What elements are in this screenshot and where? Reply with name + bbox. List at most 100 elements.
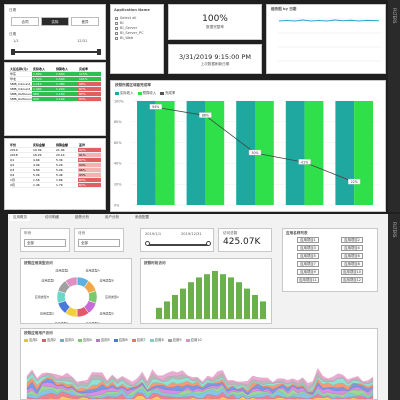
filter-item[interactable]: BI_Server [115, 26, 144, 31]
data-label-box [248, 149, 262, 156]
table-row[interactable]: SMB_Outbound_2018 930 1,120 83% [9, 97, 101, 102]
bar [260, 301, 266, 319]
td: 1,380 [55, 82, 78, 86]
year-table-panel: 年份 实际金额 预算金额 差异 2019 19.3K 21.0K 92% 2018 18… [4, 138, 106, 210]
td: Q1 [10, 158, 15, 162]
tab-overview[interactable]: 应用概览 [10, 214, 30, 221]
date-slider-handle-right[interactable] [97, 49, 101, 55]
data-label: 50% [251, 151, 258, 155]
bar [244, 288, 250, 319]
checkbox[interactable] [115, 37, 118, 40]
app-button-12[interactable]: 应用项目12 [341, 277, 363, 283]
bar [204, 274, 210, 319]
table-row[interactable]: Q3 4.8K 5.0K 96% [9, 168, 101, 173]
table-row[interactable]: Q4 5.0K 5.4K 93% [9, 173, 101, 178]
app-button-2[interactable]: 应用项目2 [341, 237, 363, 243]
tab-config[interactable]: 系统配置 [135, 215, 149, 219]
seg-button-contract[interactable]: 合同 [11, 17, 39, 26]
donut-title: 按照应用类型访问 [24, 261, 53, 265]
trend-line-svg [277, 18, 381, 62]
bar-budget [255, 101, 274, 205]
filter-item[interactable]: BI_Server_PC [115, 31, 144, 36]
seg-button-diff[interactable]: 差异 [71, 17, 99, 26]
checkbox[interactable] [115, 32, 118, 35]
bar-actual [137, 101, 156, 205]
filter-item[interactable]: Select all [115, 16, 144, 21]
area-chart-panel: 按照应用用户访问 应用1 应用2 应用3 应用4 应用5 应用6 应用7 应用8 应用9 应用10 [20, 328, 378, 400]
month-dropdown[interactable]: 全部 [78, 239, 120, 247]
td: 华北 [10, 77, 17, 81]
app-button-3[interactable]: 应用项目3 [297, 245, 319, 251]
legend-item: 应用9 [167, 337, 182, 342]
table-row[interactable]: 1月 1.5K 1.8K 83% [9, 178, 101, 183]
slider-track[interactable] [147, 244, 209, 246]
td: 1,220 [55, 87, 78, 91]
checkbox[interactable] [115, 27, 118, 30]
table-row[interactable]: SMB_Inbound_2018 1,060 1,220 87% [9, 87, 101, 92]
data-label: 94% [152, 105, 159, 109]
td: 18.2K [33, 153, 42, 157]
filter-item[interactable]: BI [115, 21, 144, 26]
td: 2018 [10, 153, 18, 157]
td: 91% [78, 153, 101, 157]
table-row[interactable]: Q2 4.9K 5.2K 94% [9, 163, 101, 168]
app-button-11[interactable]: 应用项目11 [297, 277, 319, 283]
app-button-1[interactable]: 应用项目1 [297, 237, 319, 243]
tab-trend[interactable]: 趋势分析 [75, 215, 89, 219]
app-button-4[interactable]: 应用项目4 [341, 245, 363, 251]
seg-button-actual[interactable]: 实际 [41, 17, 69, 26]
td: 1,210 [32, 82, 55, 86]
tab-users[interactable]: 用户分析 [105, 215, 119, 219]
app-button-6[interactable]: 应用项目6 [341, 253, 363, 259]
year-dropdown[interactable]: 全部 [24, 239, 66, 247]
table-row[interactable]: 华北 1,520 1,500 101% [9, 77, 101, 82]
app-button-9[interactable]: 应用项目9 [297, 269, 319, 275]
bar-actual [186, 101, 206, 205]
th: 预算金额 [56, 143, 69, 147]
app-button-5[interactable]: 应用项目5 [297, 253, 319, 259]
table-row[interactable]: Q1 4.6K 5.3K 87% [9, 158, 101, 163]
table-row[interactable]: SMB_Inbound_2019 1,210 1,380 88% [9, 82, 101, 87]
th: 年份 [10, 143, 17, 147]
table-row[interactable]: 2019 19.3K 21.0K 92% [9, 148, 101, 153]
checkbox[interactable] [115, 22, 118, 25]
date-slider-track[interactable] [13, 51, 99, 53]
app-button-7[interactable]: 应用项目7 [297, 261, 319, 267]
legend-item: 应用2 [41, 337, 56, 342]
td: 5.4K [56, 173, 63, 177]
bar [188, 282, 194, 319]
date-range-label: 日期 [9, 32, 17, 36]
app-button-8[interactable]: 应用项目8 [341, 261, 363, 267]
app-buttons-panel: 应用名称列表 应用项目1 应用项目2 应用项目3 应用项目4 应用项目5 应用项… [282, 228, 378, 292]
filter-item[interactable]: BI_Web [115, 36, 144, 41]
filter-item-label: BI_Server_PC [120, 31, 144, 35]
table-row[interactable]: 2月 1.4K 1.7K 82% [9, 183, 101, 188]
filter-item-label: BI_Server [120, 26, 138, 30]
bottom-filter-strip[interactable]: FILTERS [388, 214, 400, 400]
date-slider-handle-left[interactable] [11, 49, 15, 55]
table-row[interactable]: 2018 18.2K 20.1K 91% [9, 153, 101, 158]
app-button-10[interactable]: 应用项目10 [341, 269, 363, 275]
datetime-card: 3/31/2019 9:15:00 PM 上次数据刷新日期 [168, 44, 262, 74]
td: 1.4K [33, 183, 40, 187]
top-filter-strip[interactable]: FILTERS [388, 0, 400, 212]
bar [156, 307, 162, 319]
region-table-panel: 大区名称(元) 实际收入 预算收入 完成率 华东 1,840 1,600 115… [4, 62, 106, 136]
date-from: 1/1 [13, 39, 19, 43]
bar [228, 277, 234, 319]
table-row[interactable]: SMB_Outbound_2019 980 1,150 85% [9, 92, 101, 97]
td: 92% [78, 148, 101, 152]
td: 1,060 [32, 87, 55, 91]
slider-handle-left[interactable] [145, 241, 150, 246]
td: 1,520 [32, 77, 55, 81]
td: 1.7K [56, 183, 63, 187]
combo-chart-svg: 100% 80% 60% 40% 20% 0% 94% 86% 50% 41% 22% [114, 99, 379, 207]
slider-handle-right[interactable] [206, 241, 211, 246]
td: 2月 [10, 183, 15, 187]
date-to: 12/31 [77, 39, 88, 43]
trend-line-panel: 趋势图 by 日期 [266, 4, 386, 74]
tab-detail[interactable]: 访问明细 [45, 215, 59, 219]
data-label-box [298, 159, 311, 165]
table-row[interactable]: 华东 1,840 1,600 115% [9, 72, 101, 77]
checkbox[interactable] [115, 17, 118, 20]
